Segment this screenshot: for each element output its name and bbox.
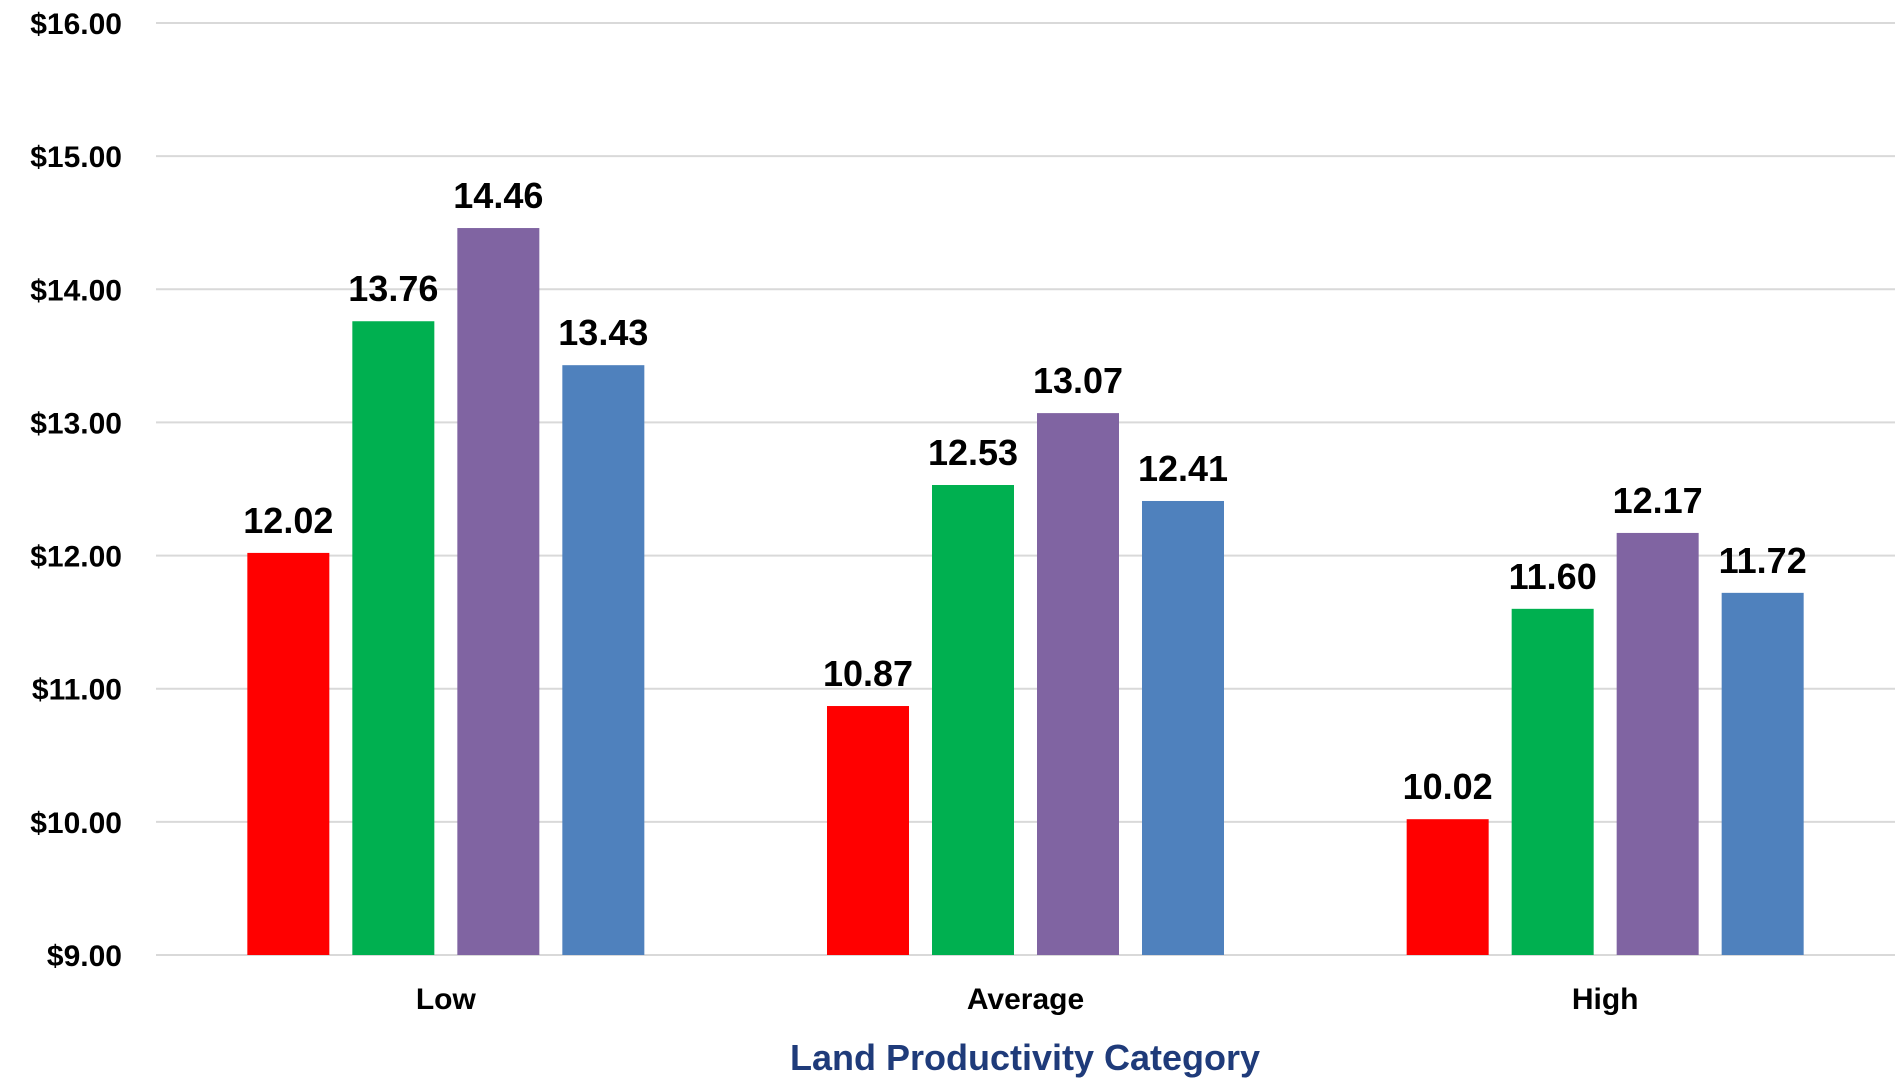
- x-category-label: Low: [416, 983, 477, 1016]
- x-category-label: High: [1572, 983, 1639, 1016]
- data-label: 13.43: [558, 312, 648, 353]
- bar: [827, 706, 909, 955]
- y-tick-label: $15.00: [30, 141, 122, 174]
- data-label: 11.60: [1509, 556, 1597, 597]
- data-label: 12.53: [928, 432, 1018, 473]
- data-label: 14.46: [453, 175, 543, 216]
- y-tick-label: $9.00: [47, 940, 122, 973]
- bar: [1406, 819, 1489, 955]
- data-label: 13.07: [1033, 360, 1123, 401]
- y-tick-label: $11.00: [32, 674, 122, 707]
- bar: [1142, 500, 1224, 955]
- data-label: 10.02: [1403, 766, 1493, 807]
- data-label: 12.02: [243, 500, 333, 541]
- y-tick-label: $16.00: [30, 8, 122, 41]
- data-label: 10.87: [823, 653, 913, 694]
- y-tick-label: $13.00: [30, 407, 122, 440]
- bar: [1511, 608, 1594, 955]
- y-tick-label: $10.00: [30, 807, 122, 840]
- y-tick-label: $14.00: [30, 274, 122, 307]
- data-label: 12.17: [1613, 480, 1703, 521]
- bar: [352, 321, 435, 955]
- bar: [1616, 532, 1699, 955]
- x-axis-category-labels: Low Average High: [416, 983, 1639, 1016]
- x-category-label: Average: [967, 983, 1084, 1016]
- y-axis-tick-labels: $9.00 $10.00 $11.00 $12.00 $13.00 $14.00 $15.0…: [30, 8, 122, 973]
- bar: [247, 552, 330, 955]
- data-labels: 12.02 13.76 14.46 13.43 10.87 12.53 13.07 12.41…: [243, 175, 1806, 807]
- bar: [1037, 413, 1119, 955]
- gridlines: [156, 22, 1895, 956]
- bar: [1721, 592, 1804, 955]
- x-axis-title: Land Productivity Category: [790, 1037, 1260, 1078]
- y-tick-label: $12.00: [30, 541, 122, 574]
- bars: [247, 228, 1804, 956]
- data-label: 13.76: [348, 268, 438, 309]
- bar: [457, 228, 540, 956]
- data-label: 12.41: [1138, 448, 1228, 489]
- data-label: 11.72: [1719, 540, 1807, 581]
- bar: [562, 365, 645, 956]
- bar: [932, 485, 1014, 955]
